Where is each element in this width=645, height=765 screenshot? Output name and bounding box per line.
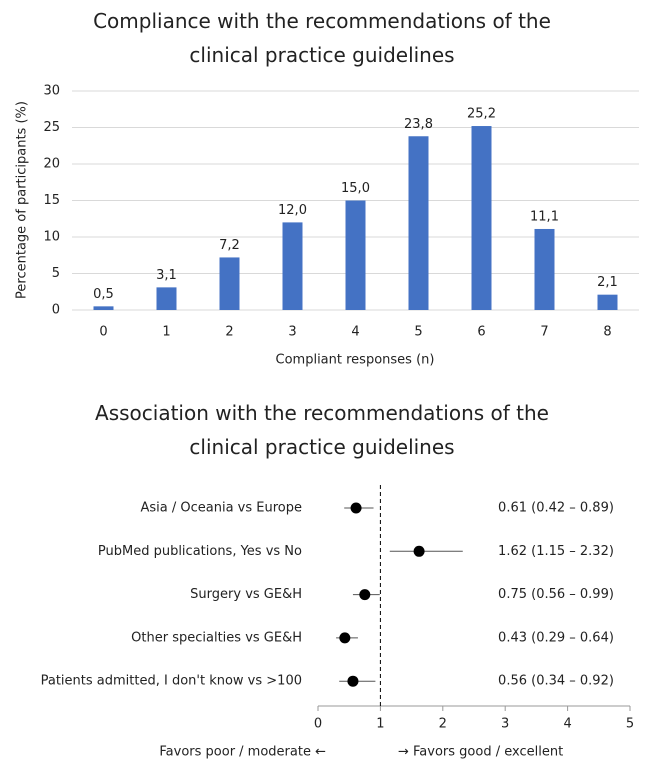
- value-label: 12,0: [278, 203, 307, 218]
- x-tick-label: 1: [376, 717, 384, 732]
- x-tick-label: 2: [439, 717, 447, 732]
- x-axis-label: Compliant responses (n): [276, 353, 435, 368]
- value-label: 7,2: [219, 238, 240, 253]
- x-tick-label: 7: [540, 325, 548, 340]
- value-label: 0.43 (0.29 – 0.64): [498, 630, 614, 645]
- bar: [156, 287, 177, 310]
- chart-title: Association with the recommendations of …: [95, 401, 549, 459]
- y-tick-label: 0: [52, 303, 60, 318]
- value-label: 11,1: [530, 209, 559, 224]
- value-label: 0,5: [93, 287, 114, 302]
- x-tick-label: 2: [225, 325, 233, 340]
- x-tick-label: 8: [603, 325, 611, 340]
- category-label: Other specialties vs GE&H: [131, 630, 302, 645]
- category-label: PubMed publications, Yes vs No: [98, 544, 302, 559]
- x-tick-label: 5: [626, 717, 634, 732]
- point-estimate: [339, 632, 351, 644]
- bar: [597, 294, 618, 310]
- x-tick-label: 3: [501, 717, 509, 732]
- x-tick-label: 0: [99, 325, 107, 340]
- bar: [219, 257, 240, 310]
- value-label: 1.62 (1.15 – 2.32): [498, 544, 614, 559]
- value-label: 0.56 (0.34 – 0.92): [498, 674, 614, 689]
- x-axis-label: Favors poor / moderate ←: [159, 745, 326, 760]
- category-label: Surgery vs GE&H: [190, 587, 302, 602]
- bar: [282, 222, 303, 310]
- bar: [408, 136, 429, 310]
- x-tick-label: 5: [414, 325, 422, 340]
- category-label: Asia / Oceania vs Europe: [141, 501, 303, 516]
- point-estimate: [350, 502, 362, 514]
- y-tick-label: 5: [52, 266, 60, 281]
- value-label: 23,8: [404, 117, 433, 132]
- y-tick-label: 15: [43, 193, 60, 208]
- x-tick-label: 6: [477, 325, 485, 340]
- x-axis-label: → Favors good / excellent: [398, 745, 563, 760]
- bar: [345, 200, 366, 310]
- bar: [93, 306, 114, 310]
- x-tick-label: 0: [314, 717, 322, 732]
- value-label: 0.61 (0.42 – 0.89): [498, 501, 614, 516]
- value-label: 0.75 (0.56 – 0.99): [498, 587, 614, 602]
- bar: [471, 126, 492, 310]
- y-axis-label: Percentage of participants (%): [15, 101, 30, 299]
- x-tick-label: 3: [288, 325, 296, 340]
- x-tick-label: 4: [563, 717, 571, 732]
- x-tick-label: 4: [351, 325, 359, 340]
- chart-title: Compliance with the recommendations of t…: [93, 9, 551, 67]
- y-tick-label: 20: [43, 157, 60, 172]
- y-tick-label: 10: [43, 230, 60, 245]
- value-label: 2,1: [597, 275, 618, 290]
- value-label: 25,2: [467, 107, 496, 122]
- y-tick-label: 30: [43, 84, 60, 99]
- point-estimate: [413, 545, 425, 557]
- value-label: 3,1: [156, 268, 177, 283]
- point-estimate: [359, 589, 371, 601]
- bar: [534, 228, 555, 310]
- point-estimate: [347, 675, 359, 687]
- y-tick-label: 25: [43, 120, 60, 135]
- category-label: Patients admitted, I don't know vs >100: [41, 674, 302, 689]
- value-label: 15,0: [341, 181, 370, 196]
- x-tick-label: 1: [162, 325, 170, 340]
